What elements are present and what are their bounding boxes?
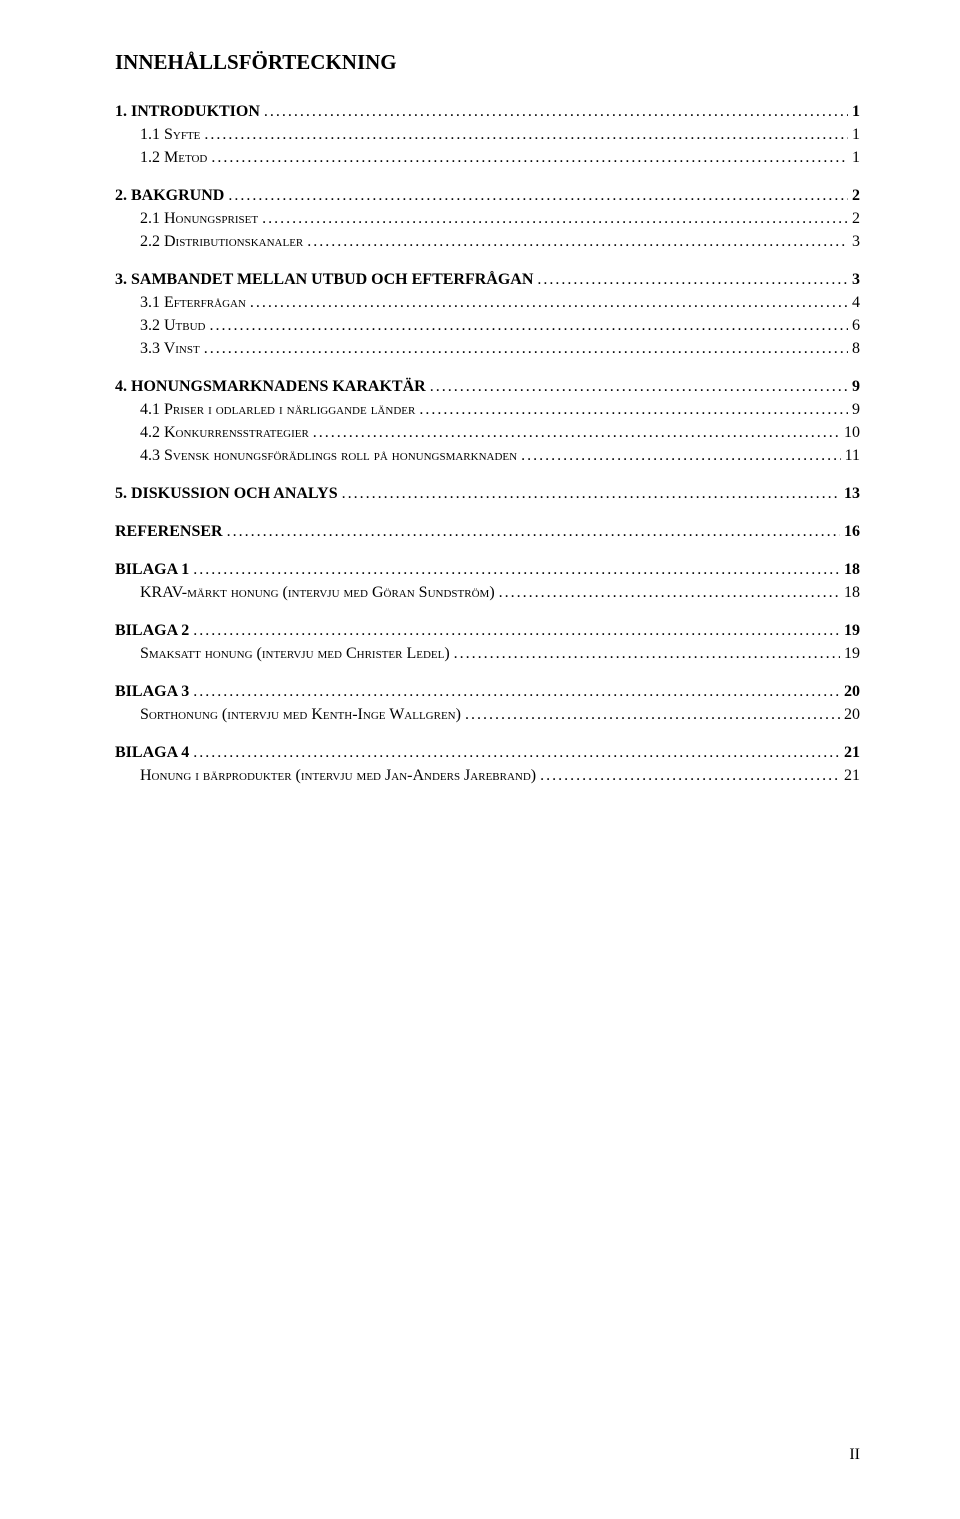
toc-entry: 2. BAKGRUND 2 (115, 187, 860, 205)
toc-entry: Honung i bärprodukter (intervju med Jan-… (140, 767, 860, 785)
toc-entry-label: BILAGA 2 (115, 622, 189, 640)
toc-entry: KRAV-märkt honung (intervju med Göran Su… (140, 584, 860, 602)
toc-leader-dots (313, 424, 840, 442)
toc-leader-dots (540, 767, 840, 785)
document-title: INNEHÅLLSFÖRTECKNING (115, 50, 860, 75)
toc-leader-dots (465, 706, 840, 724)
toc-leader-dots (193, 744, 840, 762)
toc-entry: Smaksatt honung (intervju med Christer L… (140, 645, 860, 663)
toc-entry: 2.1 Honungspriset 2 (140, 210, 860, 228)
toc-leader-dots (193, 561, 840, 579)
toc-entry: 3.2 Utbud 6 (140, 317, 860, 335)
toc-entry-label: Smaksatt honung (intervju med Christer L… (140, 645, 450, 663)
toc-entry: 4.3 Svensk honungsförädlings roll på hon… (140, 447, 860, 465)
toc-entry-page: 16 (844, 523, 860, 541)
toc-entry: 2.2 Distributionskanaler 3 (140, 233, 860, 251)
toc-entry-page: 1 (852, 149, 860, 167)
toc-entry-label: 1. INTRODUKTION (115, 103, 260, 121)
toc-leader-dots (210, 317, 849, 335)
toc-entry-label: REFERENSER (115, 523, 223, 541)
toc-leader-dots (204, 340, 848, 358)
toc-entry: REFERENSER 16 (115, 523, 860, 541)
toc-leader-dots (264, 103, 848, 121)
toc-leader-dots (228, 187, 848, 205)
toc-entry-label: 3.1 Efterfrågan (140, 294, 246, 312)
toc-entry-label: BILAGA 1 (115, 561, 189, 579)
toc-leader-dots (262, 210, 848, 228)
toc-entry-page: 11 (845, 447, 860, 465)
toc-entry-label: 4.2 Konkurrensstrategier (140, 424, 309, 442)
toc-entry-page: 19 (844, 622, 860, 640)
toc-entry-page: 21 (844, 767, 860, 785)
toc-entry-label: 2.2 Distributionskanaler (140, 233, 303, 251)
toc-entry: BILAGA 1 18 (115, 561, 860, 579)
toc-entry-label: KRAV-märkt honung (intervju med Göran Su… (140, 584, 495, 602)
toc-leader-dots (521, 447, 841, 465)
toc-entry: 3. SAMBANDET MELLAN UTBUD OCH EFTERFRÅGA… (115, 271, 860, 289)
toc-entry-label: BILAGA 4 (115, 744, 189, 762)
toc-entry-label: 4.1 Priser i odlarled i närliggande länd… (140, 401, 415, 419)
toc-entry-label: 4.3 Svensk honungsförädlings roll på hon… (140, 447, 517, 465)
toc-entry-page: 3 (852, 233, 860, 251)
toc-entry-label: 5. DISKUSSION OCH ANALYS (115, 485, 338, 503)
toc-entry: 3.3 Vinst 8 (140, 340, 860, 358)
toc-leader-dots (537, 271, 848, 289)
toc-entry-page: 2 (852, 210, 860, 228)
toc-entry-page: 3 (852, 271, 860, 289)
toc-leader-dots (499, 584, 840, 602)
toc-entry: 1. INTRODUKTION 1 (115, 103, 860, 121)
toc-leader-dots (250, 294, 848, 312)
toc-entry-label: 1.1 Syfte (140, 126, 200, 144)
toc-entry-label: 4. HONUNGSMARKNADENS KARAKTÄR (115, 378, 426, 396)
toc-entry: 3.1 Efterfrågan 4 (140, 294, 860, 312)
toc-entry-page: 2 (852, 187, 860, 205)
toc-entry-label: Honung i bärprodukter (intervju med Jan-… (140, 767, 536, 785)
toc-entry-page: 1 (852, 126, 860, 144)
toc-leader-dots (430, 378, 848, 396)
toc-entry: 5. DISKUSSION OCH ANALYS 13 (115, 485, 860, 503)
toc-entry: 4.1 Priser i odlarled i närliggande länd… (140, 401, 860, 419)
toc-entry-label: Sorthonung (intervju med Kenth-Inge Wall… (140, 706, 461, 724)
toc-entry: BILAGA 3 20 (115, 683, 860, 701)
toc-leader-dots (211, 149, 848, 167)
toc-entry-page: 19 (844, 645, 860, 663)
toc-entry-page: 9 (852, 401, 860, 419)
toc-leader-dots (307, 233, 848, 251)
toc-entry-label: 2.1 Honungspriset (140, 210, 258, 228)
toc-entry-page: 21 (844, 744, 860, 762)
toc-leader-dots (204, 126, 848, 144)
toc-entry: 4.2 Konkurrensstrategier 10 (140, 424, 860, 442)
toc-entry-label: 3.2 Utbud (140, 317, 206, 335)
toc-entry-page: 20 (844, 706, 860, 724)
table-of-contents: 1. INTRODUKTION 1 1.1 Syfte 1 1.2 Metod 1 2. B… (115, 103, 860, 785)
toc-entry-label: 2. BAKGRUND (115, 187, 224, 205)
page-number: II (849, 1446, 860, 1464)
toc-entry-page: 20 (844, 683, 860, 701)
toc-entry: Sorthonung (intervju med Kenth-Inge Wall… (140, 706, 860, 724)
toc-leader-dots (342, 485, 840, 503)
toc-entry: BILAGA 2 19 (115, 622, 860, 640)
toc-entry-label: 3.3 Vinst (140, 340, 200, 358)
toc-entry-page: 6 (852, 317, 860, 335)
toc-leader-dots (454, 645, 840, 663)
toc-leader-dots (227, 523, 840, 541)
toc-entry-label: BILAGA 3 (115, 683, 189, 701)
toc-entry-label: 3. SAMBANDET MELLAN UTBUD OCH EFTERFRÅGA… (115, 271, 533, 289)
toc-entry-page: 4 (852, 294, 860, 312)
toc-entry: BILAGA 4 21 (115, 744, 860, 762)
toc-entry-page: 13 (844, 485, 860, 503)
toc-entry: 1.2 Metod 1 (140, 149, 860, 167)
toc-leader-dots (193, 622, 840, 640)
toc-leader-dots (419, 401, 848, 419)
toc-entry: 1.1 Syfte 1 (140, 126, 860, 144)
toc-entry-label: 1.2 Metod (140, 149, 207, 167)
toc-entry: 4. HONUNGSMARKNADENS KARAKTÄR 9 (115, 378, 860, 396)
toc-entry-page: 8 (852, 340, 860, 358)
toc-entry-page: 18 (844, 584, 860, 602)
toc-leader-dots (193, 683, 840, 701)
toc-entry-page: 18 (844, 561, 860, 579)
toc-entry-page: 1 (852, 103, 860, 121)
toc-entry-page: 10 (844, 424, 860, 442)
toc-entry-page: 9 (852, 378, 860, 396)
